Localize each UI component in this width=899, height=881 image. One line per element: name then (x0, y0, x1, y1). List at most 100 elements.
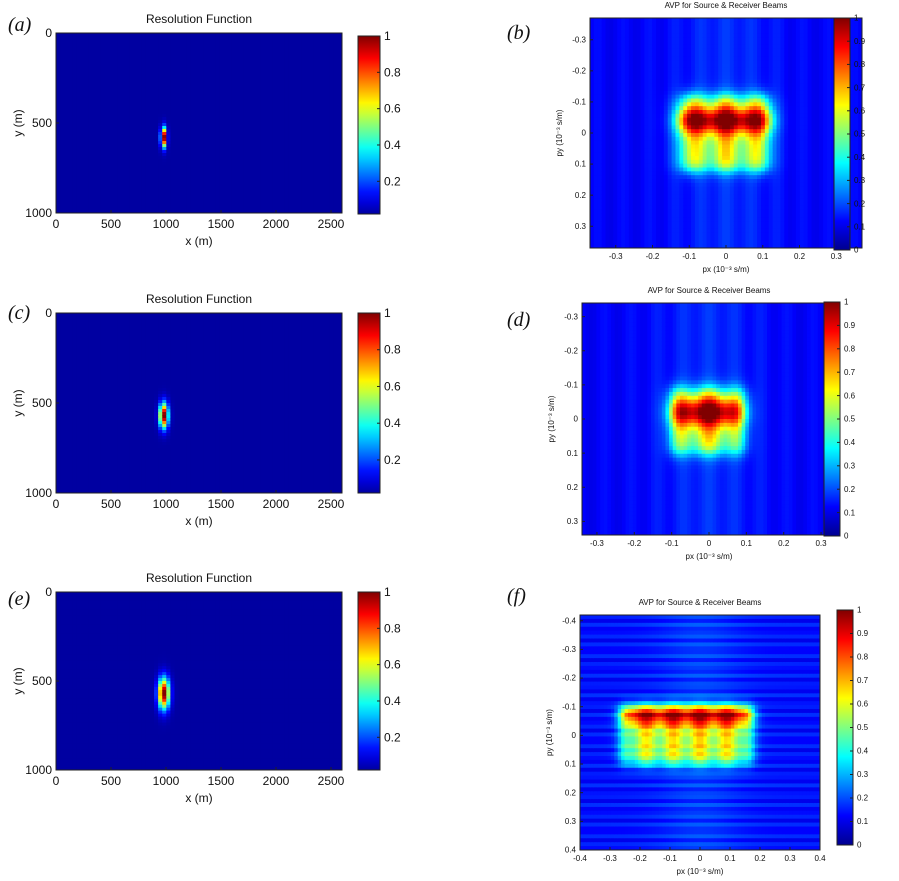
colorbar-tick-label-f: 0.6 (857, 700, 869, 709)
y-axis-label-f: py (10⁻³ s/m) (545, 709, 554, 756)
colorbar-tick-label-d: 0.3 (844, 461, 856, 470)
x-tick-label-d: -0.2 (627, 539, 641, 548)
chart-svg-f: AVP for Source & Receiver Beams-0.4-0.3-… (490, 580, 899, 876)
colorbar-tick-label-d: 0.9 (844, 321, 856, 330)
chart-svg-d: AVP for Source & Receiver Beams -0.3 -0.2 -… (490, 285, 899, 570)
x-tick-label-d: 0.3 (815, 539, 827, 548)
x-tick-label-d: 0.1 (741, 539, 753, 548)
y-tick-label-f: 0.4 (565, 846, 577, 855)
y-tick-label-b: 0.3 (575, 222, 587, 231)
y-tick-label-f: 0.2 (565, 788, 577, 797)
colorbar-tick-label-a: 0.6 (384, 102, 401, 116)
colorbar-tick-label-b: 0.6 (854, 106, 866, 115)
colorbar-tick-label-c: 1 (384, 306, 391, 320)
x-tick-label-b: 0.2 (794, 252, 806, 261)
chart-title-d: AVP for Source & Receiver Beams (648, 286, 771, 295)
y-tick-label-d: -0.1 (564, 381, 578, 390)
colorbar-a (358, 36, 380, 214)
colorbar-tick-label-b: 0.1 (854, 222, 866, 231)
x-tick-label-c: 2500 (318, 497, 345, 511)
x-tick-label-f: -0.1 (663, 854, 677, 863)
colorbar-tick-label-e: 0.4 (384, 694, 401, 708)
colorbar-tick-label-f: 0.1 (857, 817, 869, 826)
x-tick-label-d: 0 (707, 539, 712, 548)
y-tick-label-b: -0.2 (572, 67, 586, 76)
x-axis-label-e: x (m) (185, 791, 212, 805)
heatmap-b (590, 18, 863, 249)
colorbar-tick-label-f: 0.4 (857, 747, 869, 756)
x-tick-label-c: 2000 (263, 497, 290, 511)
y-tick-label-b: 0.2 (575, 191, 587, 200)
x-tick-label-b: 0.3 (831, 252, 843, 261)
chart-svg-b: AVP for Source & Receiver Beams -0.3 -0.2 -… (490, 0, 899, 285)
y-tick-label-b: -0.1 (572, 98, 586, 107)
y-axis-label-a: y (m) (11, 109, 25, 136)
x-tick-label-d: 0.2 (778, 539, 790, 548)
colorbar-tick-label-d: 0.1 (844, 508, 856, 517)
x-tick-label-c: 500 (101, 497, 121, 511)
x-tick-label-e: 2500 (318, 774, 345, 788)
x-tick-label-f: 0.4 (814, 854, 826, 863)
colorbar-tick-label-b: 0 (854, 246, 859, 255)
colorbar-tick-label-e: 1 (384, 585, 391, 599)
x-axis-label-b: px (10⁻³ s/m) (703, 265, 750, 274)
x-tick-label-b: -0.1 (682, 252, 696, 261)
y-tick-label-d: -0.3 (564, 312, 578, 321)
x-tick-label-e: 1500 (208, 774, 235, 788)
x-axis-label-d: px (10⁻³ s/m) (686, 552, 733, 561)
y-axis-label-c: y (m) (11, 389, 25, 416)
x-tick-label-a: 500 (101, 217, 121, 231)
x-axis-label-f: px (10⁻³ s/m) (677, 867, 724, 876)
x-tick-label-b: -0.2 (646, 252, 660, 261)
colorbar-tick-label-b: 0.2 (854, 199, 866, 208)
x-tick-label-b: -0.3 (609, 252, 623, 261)
x-tick-label-e: 0 (53, 774, 60, 788)
x-tick-label-f: 0.2 (754, 854, 766, 863)
chart-title-b: AVP for Source & Receiver Beams (665, 1, 788, 10)
colorbar-tick-label-b: 0.5 (854, 130, 866, 139)
x-tick-label-f: -0.2 (633, 854, 647, 863)
colorbar-tick-label-b: 1 (854, 14, 859, 23)
x-tick-label-b: 0 (724, 252, 729, 261)
heatmap-f (580, 615, 821, 851)
colorbar-tick-label-c: 0.4 (384, 416, 401, 430)
x-tick-label-d: -0.1 (665, 539, 679, 548)
colorbar-tick-label-f: 0.5 (857, 723, 869, 732)
colorbar-tick-label-d: 0.5 (844, 415, 856, 424)
y-tick-label-a: 1000 (25, 206, 52, 220)
y-tick-label-f: -0.4 (562, 616, 576, 625)
y-tick-label-e: 1000 (25, 763, 52, 777)
colorbar-e (358, 592, 380, 770)
colorbar-tick-label-a: 0.8 (384, 65, 401, 79)
colorbar-tick-label-f: 1 (857, 606, 862, 615)
colorbar-tick-label-d: 0.6 (844, 391, 856, 400)
y-tick-label-b: 0.1 (575, 160, 587, 169)
colorbar-tick-label-a: 1 (384, 29, 391, 43)
colorbar-tick-label-b: 0.8 (854, 60, 866, 69)
y-tick-label-d: 0.1 (567, 449, 579, 458)
colorbar-tick-label-a: 0.2 (384, 174, 401, 188)
chart-title-a: Resolution Function (146, 12, 252, 26)
colorbar-tick-label-f: 0.3 (857, 770, 869, 779)
y-tick-label-a: 500 (32, 116, 52, 130)
y-tick-label-f: -0.1 (562, 702, 576, 711)
y-tick-label-d: -0.2 (564, 346, 578, 355)
chart-title-e: Resolution Function (146, 571, 252, 585)
chart-f: AVP for Source & Receiver Beams-0.4-0.3-… (490, 580, 899, 876)
y-axis-label-b: py (10⁻³ s/m) (555, 109, 564, 156)
x-axis-label-a: x (m) (185, 234, 212, 248)
colorbar-tick-label-d: 0.4 (844, 438, 856, 447)
y-tick-label-f: -0.2 (562, 674, 576, 683)
heatmap-e (56, 592, 343, 771)
y-axis-label-e: y (m) (11, 667, 25, 694)
x-tick-label-f: -0.3 (603, 854, 617, 863)
y-tick-label-f: 0.3 (565, 817, 577, 826)
chart-title-c: Resolution Function (146, 292, 252, 306)
colorbar-tick-label-d: 0.2 (844, 485, 856, 494)
chart-d: AVP for Source & Receiver Beams -0.3 -0.2 -… (490, 285, 899, 570)
x-tick-label-e: 1000 (153, 774, 180, 788)
